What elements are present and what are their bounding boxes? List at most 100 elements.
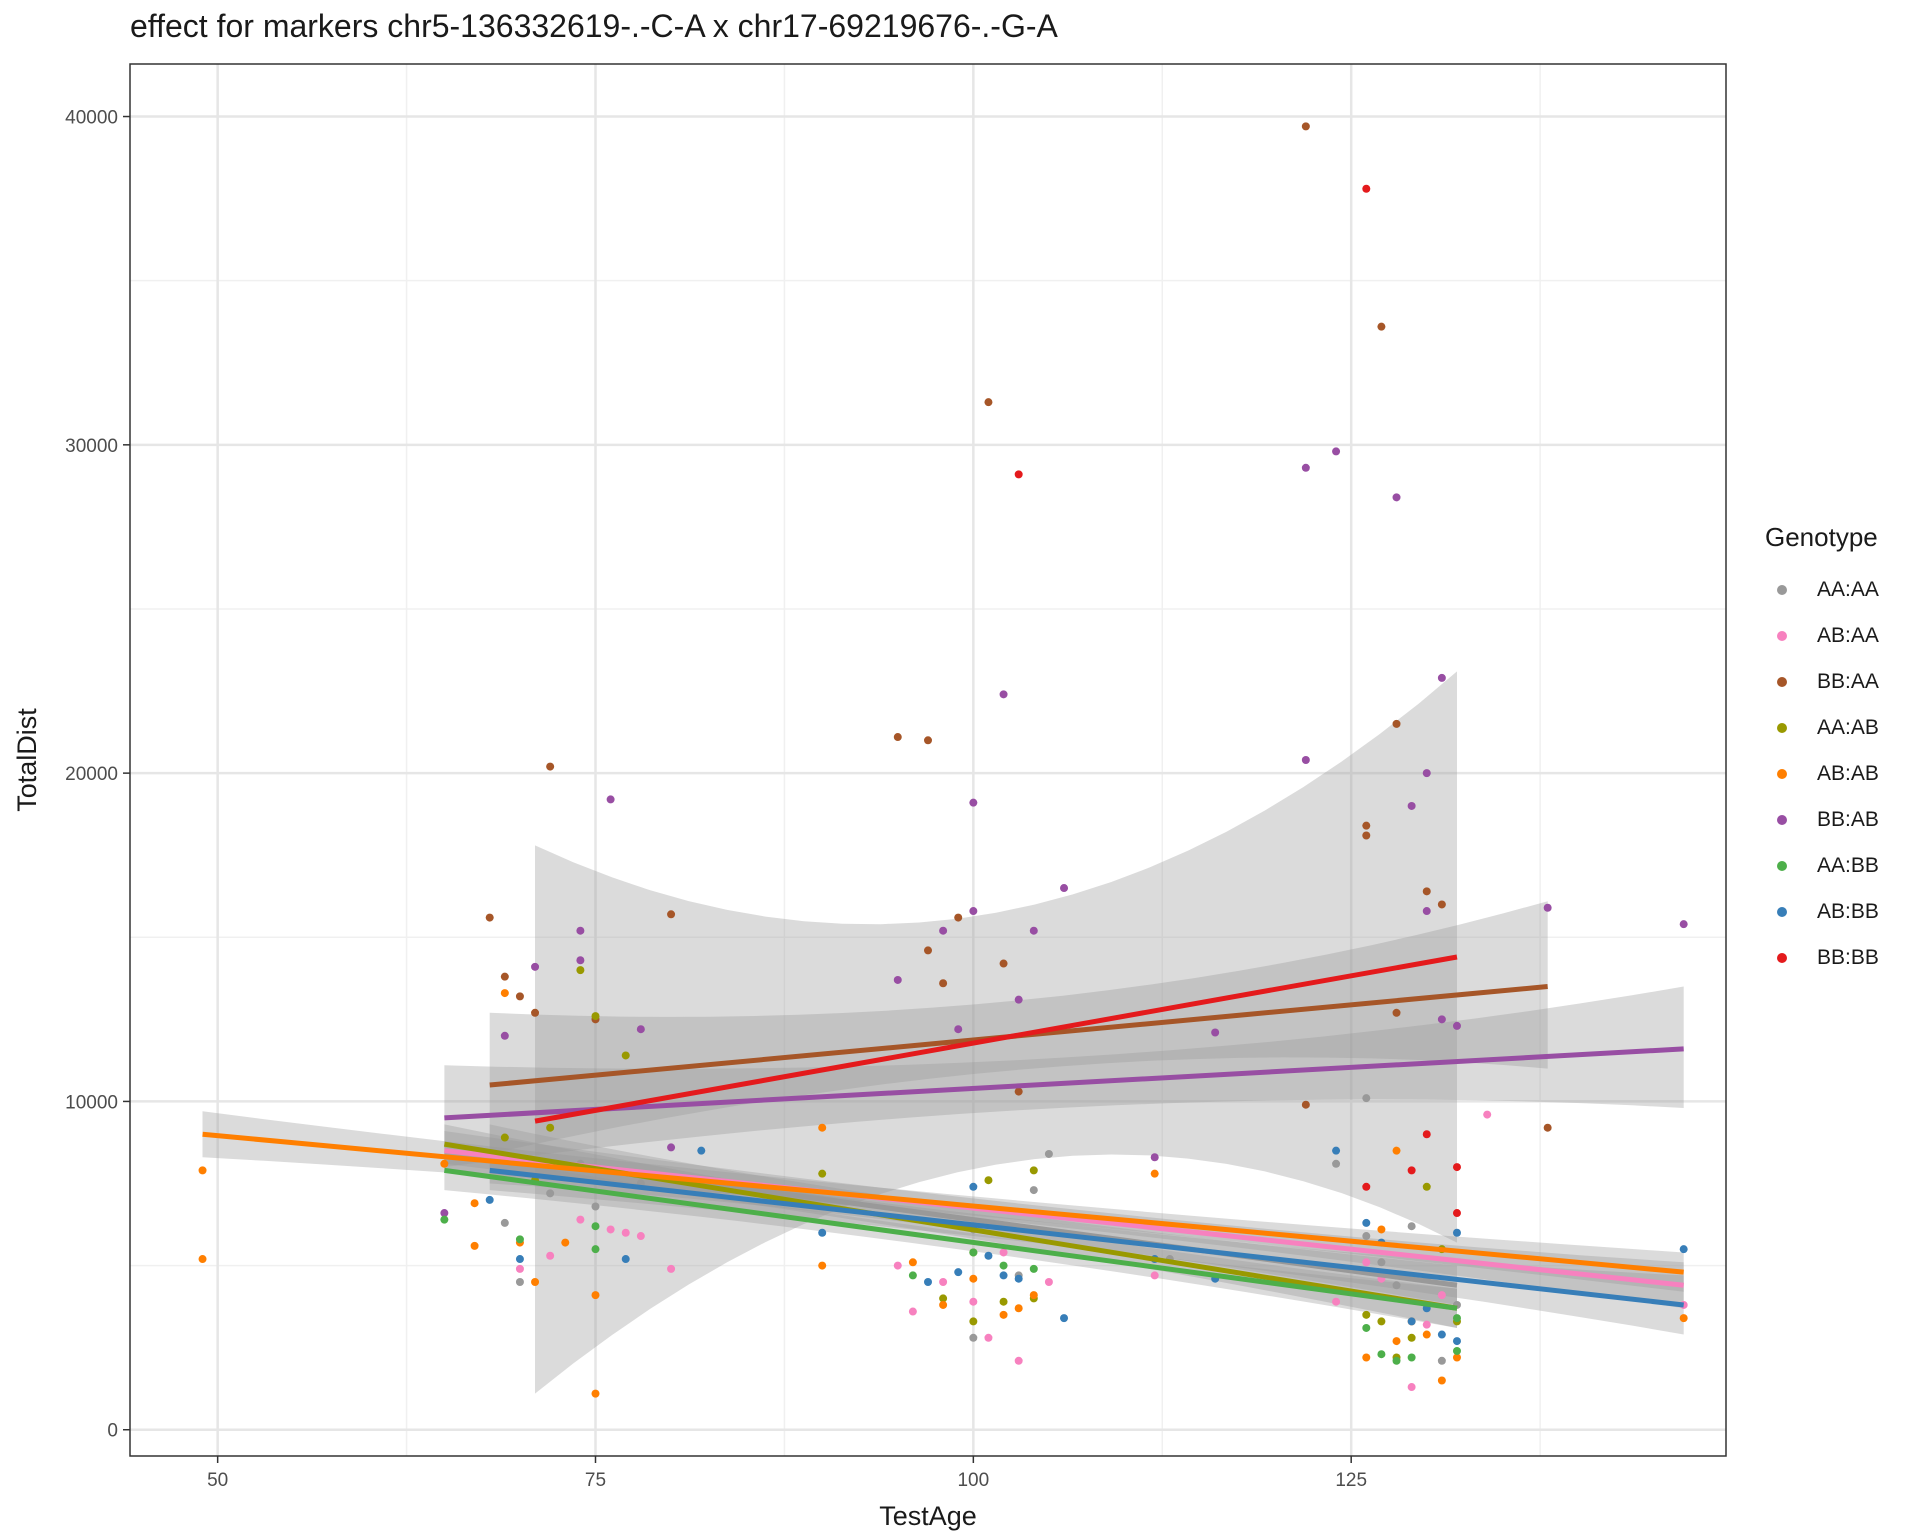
legend-item: AA:AA bbox=[1765, 567, 1879, 613]
point-ab-aa bbox=[1483, 1110, 1492, 1119]
legend-key bbox=[1765, 803, 1799, 837]
point-aa-aa bbox=[1392, 1281, 1401, 1290]
point-bb-ab bbox=[1211, 1028, 1220, 1037]
point-ab-ab bbox=[999, 1310, 1008, 1319]
fit-line-ab-ab bbox=[202, 1131, 1684, 1275]
point-aa-ab bbox=[1029, 1166, 1038, 1175]
legend-key bbox=[1765, 849, 1799, 883]
point-bb-bb bbox=[1362, 184, 1371, 193]
fit-lines bbox=[202, 954, 1684, 1311]
legend-label: BB:AB bbox=[1817, 808, 1879, 831]
point-bb-bb bbox=[1362, 1182, 1371, 1191]
point-aa-ab bbox=[621, 1051, 630, 1060]
point-ab-ab bbox=[1437, 1376, 1446, 1385]
point-bb-ab bbox=[1407, 801, 1416, 810]
y-tick-label: 30000 bbox=[65, 436, 118, 457]
point-ab-ab bbox=[198, 1255, 207, 1264]
point-bb-aa bbox=[485, 913, 494, 922]
point-aa-ab bbox=[576, 966, 585, 975]
point-bb-ab bbox=[606, 795, 615, 804]
point-bb-ab bbox=[969, 907, 978, 916]
point-ab-ab bbox=[908, 1258, 917, 1267]
legend-label: AA:BB bbox=[1817, 854, 1879, 877]
point-ab-ab bbox=[969, 1274, 978, 1283]
legend-marker bbox=[1777, 723, 1787, 733]
point-ab-bb bbox=[1407, 1317, 1416, 1326]
point-bb-aa bbox=[515, 992, 524, 1001]
point-aa-ab bbox=[500, 1133, 509, 1142]
point-bb-ab bbox=[1452, 1021, 1461, 1030]
point-aa-bb bbox=[969, 1248, 978, 1257]
point-ab-aa bbox=[1150, 1271, 1159, 1280]
point-ab-bb bbox=[999, 1271, 1008, 1280]
legend-item: BB:AA bbox=[1765, 659, 1879, 705]
point-aa-ab bbox=[1407, 1333, 1416, 1342]
point-ab-bb bbox=[697, 1146, 706, 1155]
point-aa-aa bbox=[500, 1218, 509, 1227]
point-bb-ab bbox=[1437, 1015, 1446, 1024]
point-bb-ab bbox=[636, 1025, 645, 1034]
x-tick-label: 75 bbox=[585, 1470, 606, 1491]
point-bb-aa bbox=[531, 1008, 540, 1017]
point-ab-ab bbox=[1362, 1353, 1371, 1362]
point-aa-ab bbox=[999, 1297, 1008, 1306]
point-aa-bb bbox=[1029, 1264, 1038, 1273]
point-aa-bb bbox=[1392, 1356, 1401, 1365]
point-aa-aa bbox=[1332, 1159, 1341, 1168]
point-ab-aa bbox=[1422, 1320, 1431, 1329]
point-bb-ab bbox=[531, 962, 540, 971]
point-ab-bb bbox=[1014, 1274, 1023, 1283]
legend-label: BB:BB bbox=[1817, 946, 1879, 969]
y-tick-label: 0 bbox=[107, 1421, 118, 1442]
grid-major bbox=[130, 64, 1726, 1456]
chart-title: effect for markers chr5-136332619-.-C-A … bbox=[130, 8, 1058, 44]
point-aa-aa bbox=[515, 1278, 524, 1286]
point-ab-bb bbox=[1060, 1314, 1069, 1323]
point-ab-ab bbox=[591, 1389, 600, 1398]
point-ab-bb bbox=[818, 1228, 827, 1237]
x-tick-label: 50 bbox=[207, 1470, 228, 1491]
legend-marker bbox=[1777, 953, 1787, 963]
legend-items: AA:AA AB:AA BB:AA AA:AB AB:AB BB:AB AA:BB AB:BB… bbox=[1765, 567, 1879, 981]
point-aa-aa bbox=[546, 1189, 555, 1198]
point-aa-bb bbox=[1452, 1346, 1461, 1355]
point-ab-ab bbox=[591, 1291, 600, 1300]
fit-line-bb-bb bbox=[534, 954, 1458, 1124]
point-ab-ab bbox=[1029, 1291, 1038, 1300]
point-ab-aa bbox=[667, 1264, 676, 1273]
point-aa-bb bbox=[1452, 1314, 1461, 1323]
point-ab-aa bbox=[1332, 1297, 1341, 1306]
point-ab-ab bbox=[561, 1238, 570, 1247]
point-aa-bb bbox=[908, 1271, 917, 1280]
point-ab-bb bbox=[924, 1278, 932, 1286]
point-bb-aa bbox=[546, 762, 555, 771]
point-aa-ab bbox=[969, 1317, 978, 1326]
point-bb-bb bbox=[1452, 1163, 1461, 1172]
point-ab-ab bbox=[1679, 1314, 1688, 1323]
legend-marker bbox=[1777, 631, 1787, 641]
point-aa-aa bbox=[1362, 1094, 1371, 1103]
point-bb-bb bbox=[1422, 1130, 1431, 1139]
point-ab-bb bbox=[485, 1195, 494, 1204]
point-bb-aa bbox=[939, 979, 948, 988]
fit-line-aa-bb bbox=[444, 1167, 1458, 1311]
point-bb-ab bbox=[969, 798, 978, 807]
legend-item: AB:BB bbox=[1765, 889, 1879, 935]
point-aa-ab bbox=[818, 1169, 827, 1178]
point-ab-ab bbox=[1014, 1304, 1023, 1313]
point-aa-aa bbox=[1044, 1149, 1053, 1158]
point-bb-aa bbox=[1362, 821, 1371, 830]
point-ab-aa bbox=[636, 1232, 645, 1241]
point-aa-bb bbox=[515, 1235, 524, 1244]
point-bb-ab bbox=[667, 1143, 676, 1152]
point-aa-aa bbox=[1029, 1186, 1038, 1195]
point-aa-aa bbox=[1362, 1232, 1371, 1241]
y-axis: 0 10000 20000 30000 40000 bbox=[65, 108, 130, 1442]
legend-marker bbox=[1777, 861, 1787, 871]
ci-band-bb-aa bbox=[489, 901, 1548, 1154]
point-ab-bb bbox=[621, 1255, 630, 1264]
point-aa-aa bbox=[969, 1333, 978, 1342]
point-ab-aa bbox=[999, 1248, 1008, 1257]
point-aa-ab bbox=[546, 1123, 555, 1132]
